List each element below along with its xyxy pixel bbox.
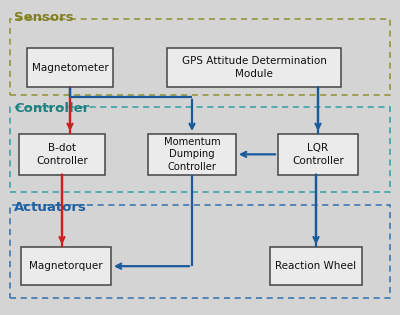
Bar bbox=[10, 107, 390, 192]
Text: Magnetometer: Magnetometer bbox=[32, 63, 108, 73]
FancyBboxPatch shape bbox=[148, 134, 236, 175]
Text: Reaction Wheel: Reaction Wheel bbox=[276, 261, 356, 271]
Text: B-dot
Controller: B-dot Controller bbox=[36, 143, 88, 166]
Text: Sensors: Sensors bbox=[14, 11, 74, 24]
Text: Controller: Controller bbox=[14, 102, 89, 115]
Text: Magnetorquer: Magnetorquer bbox=[29, 261, 103, 271]
Text: GPS Attitude Determination
Module: GPS Attitude Determination Module bbox=[182, 56, 326, 79]
Text: Actuators: Actuators bbox=[14, 201, 87, 214]
Bar bbox=[10, 205, 390, 298]
FancyBboxPatch shape bbox=[27, 48, 113, 87]
FancyBboxPatch shape bbox=[270, 247, 362, 285]
FancyBboxPatch shape bbox=[167, 48, 341, 87]
FancyBboxPatch shape bbox=[21, 247, 111, 285]
Bar bbox=[10, 19, 390, 94]
FancyBboxPatch shape bbox=[19, 134, 105, 175]
Text: LQR
Controller: LQR Controller bbox=[292, 143, 344, 166]
Text: Momentum
Dumping
Controller: Momentum Dumping Controller bbox=[164, 136, 220, 172]
FancyBboxPatch shape bbox=[278, 134, 358, 175]
